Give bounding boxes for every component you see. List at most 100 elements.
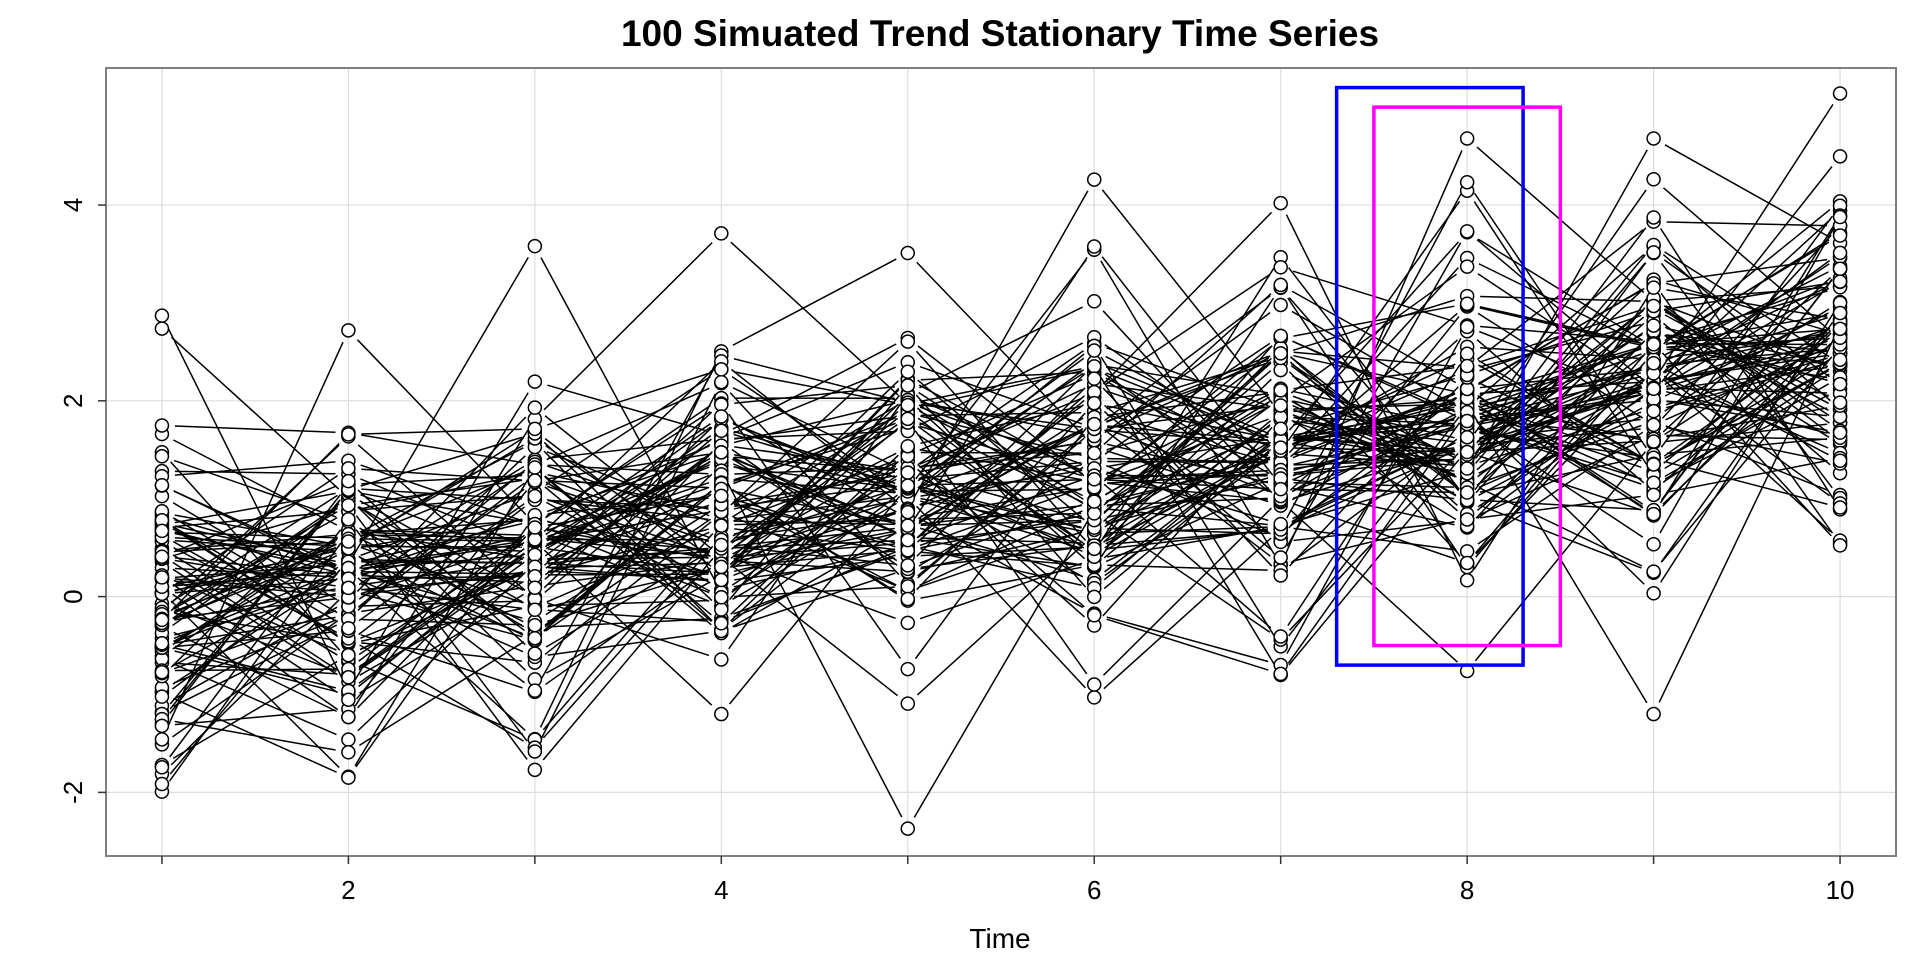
data-point [341, 461, 356, 476]
data-point [1459, 555, 1475, 571]
series-segment [917, 425, 1085, 549]
series-segment [1662, 187, 1831, 332]
data-point [1646, 537, 1661, 552]
series-segment [1105, 433, 1269, 503]
data-point [900, 504, 916, 520]
series-segment [1100, 267, 1275, 542]
series-segment [173, 579, 337, 651]
data-point [341, 534, 356, 549]
series-segment [920, 411, 1082, 417]
series-segment [730, 410, 899, 559]
series-segment [173, 572, 337, 640]
data-point [900, 397, 916, 413]
x-axis-label: Time [969, 923, 1030, 954]
data-point [1646, 417, 1661, 433]
series-segment [361, 534, 522, 539]
series-segment [172, 573, 338, 667]
y-tick-label: 2 [58, 394, 88, 408]
series-segment [354, 256, 529, 554]
data-point [1459, 429, 1475, 445]
magenta-highlight-box [1372, 105, 1563, 648]
series-segment [544, 475, 712, 616]
series-segment [1664, 368, 1829, 456]
data-point [1832, 321, 1848, 337]
data-point [1273, 362, 1288, 378]
data-point [900, 245, 916, 261]
series-segment [733, 433, 896, 485]
series-segment [1107, 482, 1268, 501]
series-segment [1105, 425, 1270, 524]
series-segment [1105, 396, 1270, 496]
series-segment [1666, 459, 1828, 494]
data-point [1273, 440, 1288, 455]
series-segment [1107, 479, 1268, 490]
series-segment [1666, 329, 1828, 344]
series-segment [356, 536, 527, 709]
series-segment [919, 487, 1083, 547]
series-segment [171, 336, 340, 490]
data-point [1646, 564, 1661, 579]
series-segment [1101, 189, 1274, 404]
series-segment [733, 490, 896, 524]
series-segment [169, 529, 342, 758]
series-segment [547, 570, 710, 623]
series-segment [545, 457, 711, 550]
x-tick-label: 6 [1087, 875, 1101, 905]
data-point [1459, 573, 1475, 588]
series-segment [1662, 378, 1831, 533]
series-segment [916, 542, 1086, 696]
series-segment [734, 539, 895, 549]
series-segment [1106, 471, 1269, 522]
series-segment [1104, 519, 1271, 633]
series-segment [916, 412, 1086, 591]
series-segment [733, 422, 896, 485]
series-segment [1665, 334, 1828, 382]
series-segment [1100, 260, 1275, 555]
series-segment [546, 387, 710, 461]
series-segment [734, 386, 895, 405]
series-segment [1664, 359, 1830, 460]
series-segment [543, 549, 713, 706]
series-segment [920, 488, 1082, 517]
data-point [527, 374, 543, 389]
data-point [341, 647, 356, 663]
x-tick-label: 8 [1460, 875, 1474, 905]
data-point [714, 445, 729, 460]
series-segment [1658, 336, 1836, 703]
data-point [1646, 381, 1661, 397]
series-segment [734, 560, 895, 572]
series-segment [172, 606, 338, 701]
series-segment [547, 538, 709, 557]
y-tick-label: 0 [58, 589, 88, 603]
series-segment [1105, 366, 1269, 435]
data-point [1273, 568, 1288, 583]
series-segment [919, 306, 1083, 389]
series-segment [916, 387, 1086, 557]
series-segment [547, 464, 709, 475]
data-point [154, 732, 170, 747]
series-segment [356, 339, 527, 516]
series-segment [546, 486, 710, 547]
data-point [341, 473, 356, 489]
series-segment [360, 436, 523, 487]
series-segment [357, 577, 526, 731]
data-point [1646, 487, 1661, 503]
data-point [341, 770, 356, 785]
series-segment [361, 434, 523, 464]
series-segment [361, 492, 523, 523]
series-segment [545, 423, 711, 536]
series-segment [1663, 327, 1831, 464]
series-segment [1664, 383, 1830, 478]
data-point [1459, 224, 1475, 239]
series-segment [1103, 410, 1272, 550]
series-segment [544, 438, 712, 567]
data-point [1459, 358, 1475, 374]
series-segment [917, 369, 1085, 490]
data-point [900, 615, 916, 631]
data-point [154, 523, 170, 539]
data-point [527, 488, 543, 504]
data-point [1832, 376, 1848, 392]
data-point [900, 532, 916, 548]
